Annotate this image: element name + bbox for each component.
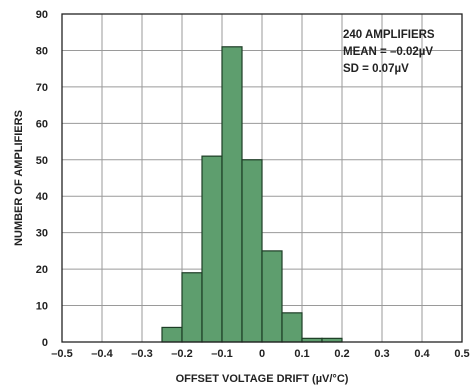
y-tick-label: 80 bbox=[36, 45, 48, 57]
x-tick-label: –0.4 bbox=[91, 348, 113, 360]
y-tick-label: 0 bbox=[42, 337, 48, 349]
x-tick-label: –0.3 bbox=[131, 348, 152, 360]
y-tick-label: 60 bbox=[36, 118, 48, 130]
annotation-mean: MEAN = –0.02µV bbox=[343, 46, 433, 58]
x-tick-label: –0.5 bbox=[51, 348, 72, 360]
x-axis-tick-labels: –0.5 –0.4 –0.3 –0.2 –0.1 0 0.1 0.2 0.3 0.4 0.5 bbox=[51, 348, 469, 360]
y-tick-label: 70 bbox=[36, 82, 48, 94]
y-axis-tick-labels: 0 10 20 30 40 50 60 70 80 90 bbox=[36, 9, 48, 349]
stats-annotation: 240 AMPLIFIERS MEAN = –0.02µV SD = 0.07µ… bbox=[343, 29, 435, 75]
x-tick-label: 0.1 bbox=[294, 348, 309, 360]
y-axis-title: NUMBER OF AMPLIFIERS bbox=[13, 110, 25, 246]
x-axis-title: OFFSET VOLTAGE DRIFT (µV/°C) bbox=[176, 373, 349, 385]
annotation-count: 240 AMPLIFIERS bbox=[343, 29, 435, 41]
histogram-bar bbox=[241, 159, 263, 343]
x-tick-label: 0 bbox=[259, 348, 265, 360]
histogram-bar bbox=[161, 326, 183, 343]
plot-frame bbox=[61, 13, 463, 343]
x-tick-label: –0.2 bbox=[171, 348, 192, 360]
histogram-bar bbox=[261, 250, 283, 343]
x-tick-label: 0.2 bbox=[334, 348, 349, 360]
y-tick-label: 10 bbox=[36, 301, 48, 313]
bars bbox=[161, 46, 343, 343]
x-tick-label: 0.4 bbox=[414, 348, 430, 360]
y-tick-label: 20 bbox=[36, 264, 48, 276]
x-tick-label: 0.5 bbox=[454, 348, 469, 360]
histogram-bar bbox=[221, 46, 243, 343]
y-tick-label: 90 bbox=[36, 9, 48, 21]
histogram-bar bbox=[281, 312, 303, 343]
y-tick-label: 50 bbox=[36, 155, 48, 167]
annotation-sd: SD = 0.07µV bbox=[343, 63, 409, 75]
x-tick-label: 0.3 bbox=[374, 348, 389, 360]
histogram-bar bbox=[181, 272, 203, 343]
x-tick-label: –0.1 bbox=[211, 348, 232, 360]
histogram-bar bbox=[201, 155, 223, 343]
y-tick-label: 30 bbox=[36, 228, 48, 240]
y-tick-label: 40 bbox=[36, 191, 48, 203]
